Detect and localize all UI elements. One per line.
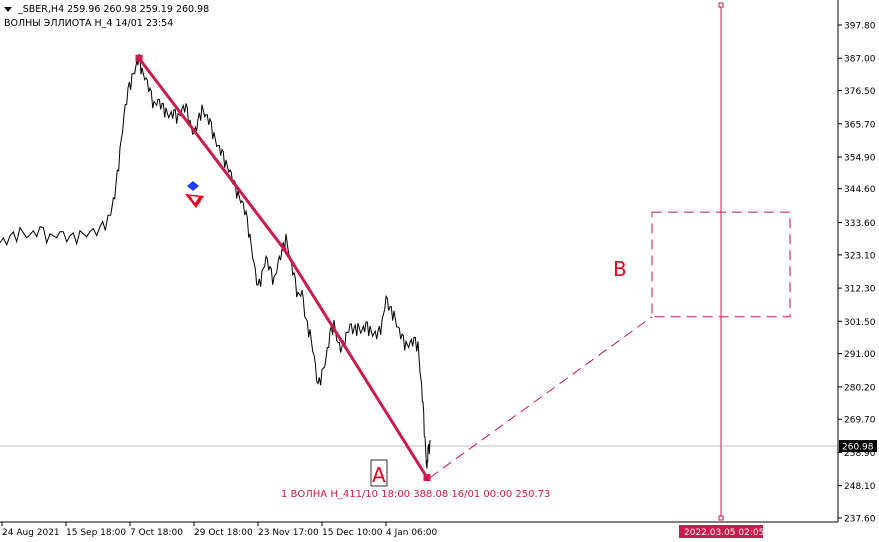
wave-midpoint <box>281 246 287 252</box>
x-tick-label: 29 Oct 18:00 <box>194 528 253 538</box>
time-cursor-tag <box>679 525 763 538</box>
y-tick-label: 354.90 <box>844 154 876 164</box>
price-series-group <box>0 54 838 469</box>
y-tick-label: 344.60 <box>844 185 876 195</box>
y-tick-label: 301.50 <box>844 318 876 328</box>
projection-line <box>429 316 653 478</box>
x-tick-label: 7 Oct 18:00 <box>130 528 183 538</box>
y-tick-label: 387.00 <box>844 55 876 65</box>
x-tick-label: 23 Nov 17:00 <box>258 528 319 538</box>
wave-line <box>137 57 429 479</box>
red-arrow-inner <box>190 196 199 203</box>
extras-group: A B 1 ВОЛНА Н_411/10 18:00 388.08 16/01 00… <box>185 181 627 500</box>
y-tick-label: 237.60 <box>844 515 876 525</box>
blue-diamond-icon <box>187 181 199 191</box>
y-tick-label: 333.60 <box>844 219 876 229</box>
wave-annotation: 1 ВОЛНА Н_411/10 18:00 388.08 16/01 00:0… <box>281 489 550 500</box>
time-cursor-top-handle <box>718 2 724 8</box>
y-tick-label: 376.50 <box>844 87 876 97</box>
indicator-header: ВОЛНЫ ЭЛЛИОТА Н_4 14/01 23:54 <box>4 18 174 29</box>
y-tick-label: 365.70 <box>844 120 876 130</box>
elliott-wave-group <box>135 2 791 521</box>
y-tick-label: 248.10 <box>844 482 876 492</box>
current-price-tag <box>839 440 877 453</box>
y-tick-label: 269.70 <box>844 416 876 426</box>
wave-endpoint <box>423 474 431 482</box>
x-tick-label: 4 Jan 06:00 <box>386 528 438 538</box>
wave-endpoint <box>135 54 143 62</box>
time-cursor-bottom-handle <box>718 515 724 521</box>
time-cursor-label: 2022.03.05 02:05 <box>684 528 764 538</box>
y-tick-label: 291.00 <box>844 350 876 360</box>
x-tick-label: 24 Aug 2021 <box>2 528 60 538</box>
y-tick-label: 323.10 <box>844 251 876 261</box>
symbol-line: _SBER,H4 259.96 260.98 259.19 260.98 <box>18 4 210 15</box>
current-price-label: 260.98 <box>842 443 874 453</box>
price-line <box>0 54 431 469</box>
symbol-header[interactable]: _SBER,H4 259.96 260.98 259.19 260.98 <box>4 4 209 15</box>
x-tick-label: 15 Dec 10:00 <box>322 528 383 538</box>
y-tick-label: 280.20 <box>844 383 876 393</box>
wave-a-label-box <box>370 459 388 487</box>
x-tick-label: 15 Sep 18:00 <box>66 528 126 538</box>
wave-b-label: B <box>613 257 627 281</box>
dropdown-icon[interactable] <box>4 7 12 12</box>
y-tick-label: 258.90 <box>844 449 876 459</box>
y-tick-label: 312.30 <box>844 285 876 295</box>
wave-a-label: A <box>372 463 386 487</box>
y-tick-label: 397.80 <box>844 22 876 32</box>
